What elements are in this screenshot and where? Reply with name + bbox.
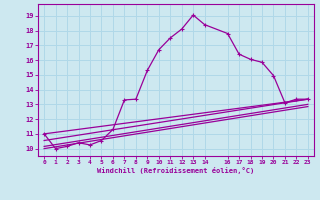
- X-axis label: Windchill (Refroidissement éolien,°C): Windchill (Refroidissement éolien,°C): [97, 167, 255, 174]
